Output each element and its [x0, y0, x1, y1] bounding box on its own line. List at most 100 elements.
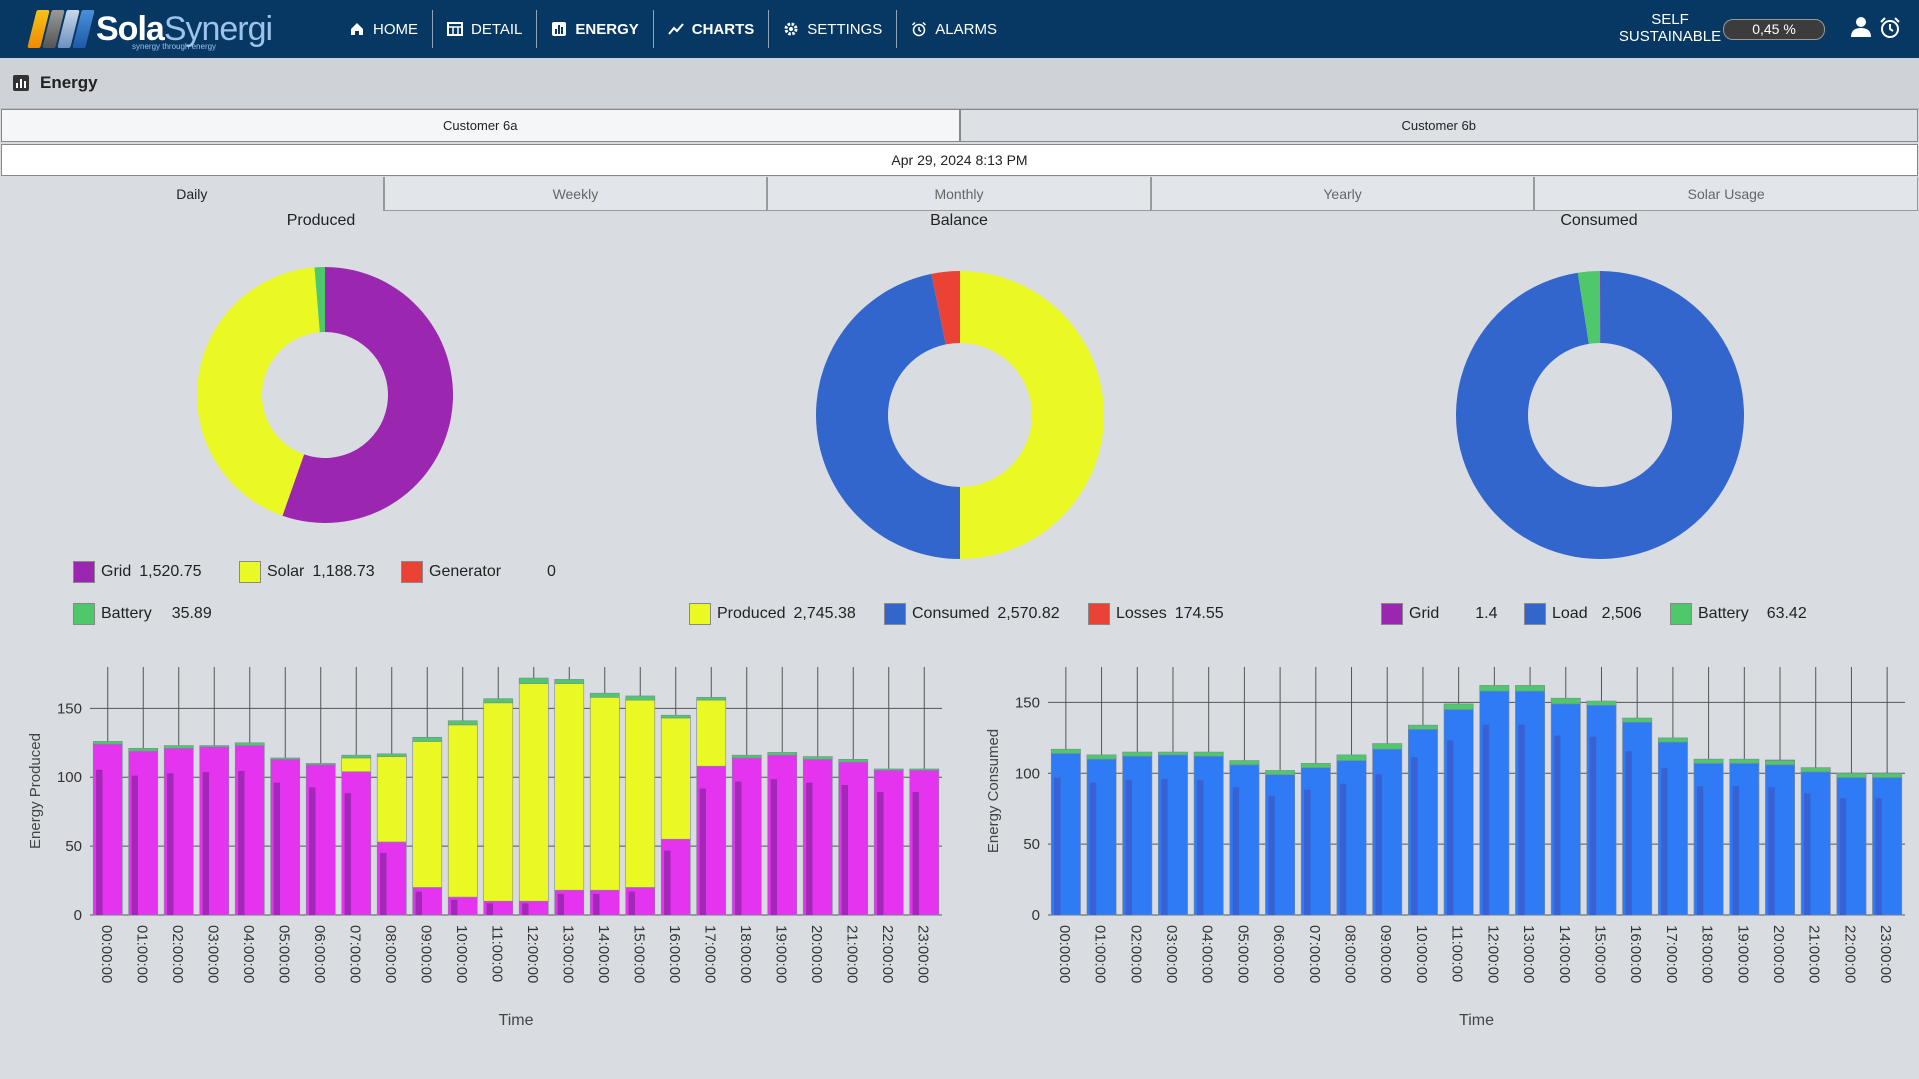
bar-inner-grid	[451, 899, 458, 915]
x-tick-label: 09:00:00	[417, 925, 434, 983]
line-chart-icon	[667, 21, 692, 37]
bar-solar	[447, 724, 478, 898]
bar-chart-icon	[551, 21, 575, 37]
bar-inner-load	[1304, 789, 1311, 915]
tab-customer-6a[interactable]: Customer 6a	[1, 109, 960, 142]
bar-inner-grid	[273, 782, 281, 915]
y-tick-label: 0	[74, 907, 82, 924]
x-tick-label: 01:00:00	[1092, 925, 1109, 983]
legend-value: 1,188.73	[312, 563, 375, 580]
legend-swatch	[689, 603, 711, 625]
legend-produced-battery[interactable]: Battery 35.89	[73, 603, 212, 625]
x-tick-label: 11:00:00	[488, 925, 505, 982]
nav-home[interactable]: HOME	[335, 10, 433, 48]
legend-produced-generator[interactable]: Generator 0	[401, 561, 556, 583]
bar-solar	[589, 697, 620, 891]
legend-swatch	[1670, 603, 1692, 625]
donut-slice-solar[interactable]	[196, 267, 320, 516]
gear-icon	[783, 21, 807, 37]
donut-slice-battery[interactable]	[1577, 271, 1600, 344]
legend-value: 1,520.75	[139, 563, 202, 580]
bar-inner-grid	[806, 782, 813, 915]
nav-label: SETTINGS	[807, 20, 883, 38]
bar-inner-grid	[557, 893, 565, 915]
bar-battery	[1872, 772, 1903, 778]
tab-yearly[interactable]: Yearly	[1150, 177, 1535, 211]
legend-consumed-grid[interactable]: Grid 1.4	[1381, 603, 1497, 625]
x-tick-label: 11:00:00	[1449, 925, 1466, 982]
nav-energy[interactable]: ENERGY	[537, 10, 654, 48]
x-axis-label: Time	[499, 1012, 534, 1029]
tab-solar-usage[interactable]: Solar Usage	[1534, 177, 1918, 211]
bar-battery	[1086, 754, 1117, 760]
nav-settings[interactable]: SETTINGS	[769, 10, 898, 48]
donut-slice-battery[interactable]	[314, 267, 325, 333]
x-tick-label: 18:00:00	[1699, 925, 1716, 983]
legend-swatch	[1088, 603, 1110, 625]
bar-inner-grid	[912, 792, 920, 915]
bar-solar	[554, 683, 585, 891]
bar-battery	[1372, 743, 1403, 750]
alarm-clock-icon[interactable]	[1878, 16, 1902, 45]
tab-weekly[interactable]: Weekly	[383, 177, 768, 211]
self-sustainable-label-line2: SUSTAINABLE	[1618, 28, 1722, 45]
bar-solar	[483, 702, 514, 902]
date-selector[interactable]: Apr 29, 2024 8:13 PM	[1, 144, 1918, 176]
legend-label: Solar	[267, 563, 305, 580]
legend-balance-produced[interactable]: Produced 2,745.38	[689, 603, 856, 625]
legend-balance-losses[interactable]: Losses 174.55	[1088, 603, 1224, 625]
x-tick-label: 07:00:00	[346, 925, 363, 983]
brand-logo[interactable]: SolaSynergi synergy through energy	[27, 8, 273, 51]
donut-slice-produced[interactable]	[959, 271, 1104, 559]
bar-inner-load	[1089, 782, 1097, 915]
x-tick-label: 20:00:00	[808, 925, 825, 983]
tab-daily[interactable]: Daily	[1, 177, 384, 211]
x-tick-label: 15:00:00	[1591, 925, 1608, 983]
nav-charts[interactable]: CHARTS	[654, 10, 770, 48]
bar-inner-grid	[699, 788, 707, 915]
bar-inner-grid	[380, 852, 387, 915]
bar-inner-grid	[309, 787, 316, 915]
bar-battery	[1050, 748, 1081, 754]
x-tick-label: 13:00:00	[559, 925, 576, 983]
nav-label: CHARTS	[691, 20, 755, 38]
consumed-donut-title: Consumed	[1560, 212, 1638, 229]
x-tick-label: 19:00:00	[772, 925, 789, 983]
bar-inner-grid	[96, 769, 103, 915]
legend-label: Generator	[429, 563, 502, 580]
nav-label: HOME	[373, 20, 418, 38]
bar-inner-grid	[238, 770, 245, 915]
bar-battery	[412, 736, 443, 742]
page-title: Energy	[40, 73, 98, 92]
customer-tabs: Customer 6a Customer 6b	[1, 109, 1918, 142]
bar-inner-load	[1696, 786, 1704, 915]
y-tick-label: 50	[65, 838, 82, 855]
bar-solar	[625, 699, 656, 888]
legend-consumed-battery[interactable]: Battery 63.42	[1670, 603, 1807, 625]
tab-customer-6b[interactable]: Customer 6b	[959, 109, 1918, 142]
legend-produced-grid[interactable]: Grid 1,520.75	[73, 561, 202, 583]
legend-consumed-load[interactable]: Load 2,506	[1524, 603, 1642, 625]
user-icon[interactable]	[1850, 16, 1872, 45]
donut-slice-losses[interactable]	[931, 271, 960, 345]
nav-detail[interactable]: DETAIL	[433, 10, 538, 48]
x-tick-label: 08:00:00	[1342, 925, 1359, 983]
donut-slice-grid[interactable]	[282, 267, 453, 523]
legend-balance-consumed[interactable]: Consumed 2,570.82	[884, 603, 1060, 625]
x-tick-label: 20:00:00	[1770, 925, 1787, 983]
x-tick-label: 18:00:00	[737, 925, 754, 983]
bar-battery	[873, 768, 904, 771]
main-nav: HOME DETAIL ENERGY CHARTS SETTINGS ALARMS	[335, 0, 1011, 58]
bar-inner-load	[1161, 778, 1168, 915]
x-tick-label: 01:00:00	[133, 925, 150, 983]
alarm-clock-icon	[911, 21, 935, 37]
donut-slice-load[interactable]	[1456, 271, 1744, 559]
nav-alarms[interactable]: ALARMS	[897, 10, 1011, 48]
top-navigation-bar: SolaSynergi synergy through energy HOME D…	[0, 0, 1919, 58]
tab-monthly[interactable]: Monthly	[767, 177, 1151, 211]
y-tick-label: 0	[1032, 907, 1040, 924]
legend-produced-solar[interactable]: Solar 1,188.73	[239, 561, 375, 583]
donut-slice-consumed[interactable]	[815, 273, 960, 559]
bar-battery	[696, 697, 727, 701]
period-tabs: Daily Weekly Monthly Yearly Solar Usage	[1, 177, 1918, 211]
